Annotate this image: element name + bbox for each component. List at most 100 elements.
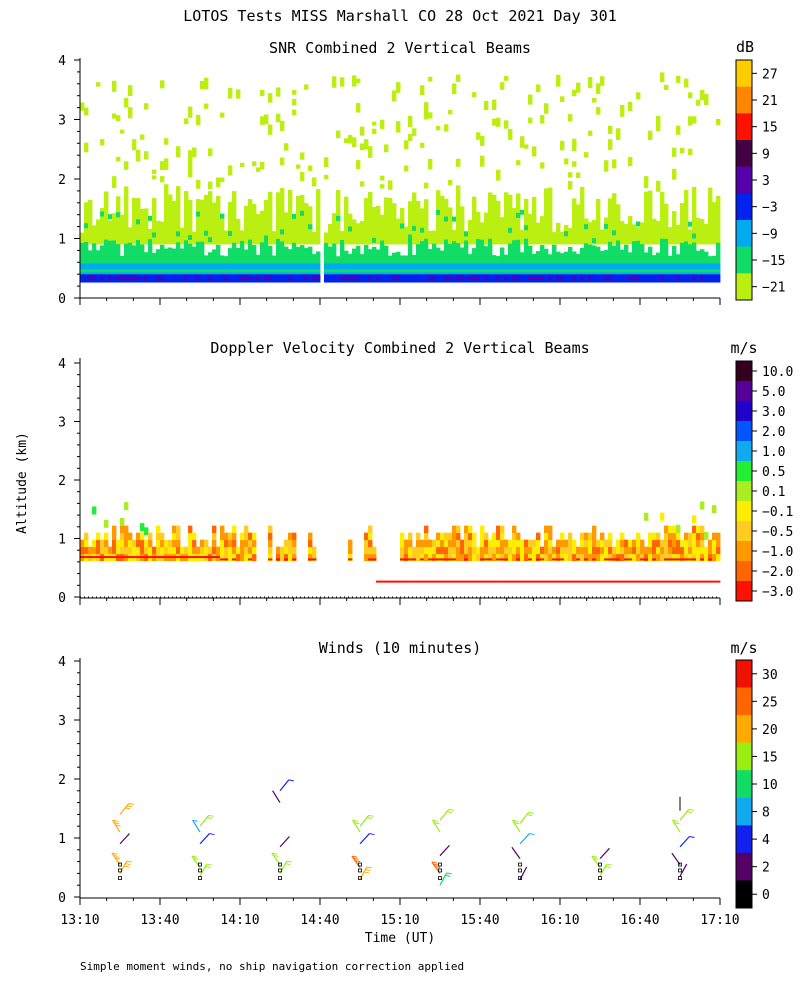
snr-cell xyxy=(584,263,589,275)
snr-cell xyxy=(164,185,169,245)
snr-cell xyxy=(344,250,349,266)
snr-cell xyxy=(236,218,241,245)
wind-barb-feather xyxy=(115,824,121,827)
colorbar-swatch xyxy=(736,797,752,826)
snr-cell xyxy=(256,269,261,273)
doppler-cell xyxy=(80,546,85,555)
snr-cell xyxy=(572,89,577,97)
doppler-cell xyxy=(464,580,469,583)
snr-cell xyxy=(668,255,673,266)
doppler-cell xyxy=(556,539,561,548)
snr-cell xyxy=(488,263,493,275)
snr-cell xyxy=(152,198,157,245)
doppler-cell xyxy=(424,532,429,541)
snr-cell xyxy=(384,274,389,283)
doppler-cell xyxy=(612,580,617,583)
doppler-cell xyxy=(244,553,249,562)
snr-cell xyxy=(612,193,617,245)
wind-point-marker xyxy=(518,868,522,873)
wind-point-marker xyxy=(598,876,602,881)
doppler-cell xyxy=(516,580,521,583)
wind-barb xyxy=(679,836,690,848)
snr-cell xyxy=(196,179,201,189)
y-tick-label: 4 xyxy=(58,655,66,670)
snr-cell xyxy=(292,99,297,106)
snr-cell xyxy=(88,250,93,266)
wind-point-marker xyxy=(438,876,442,881)
doppler-cell xyxy=(676,546,681,555)
snr-cell xyxy=(368,146,373,158)
doppler-cell xyxy=(492,553,497,562)
snr-cell xyxy=(376,205,381,245)
doppler-cell xyxy=(112,556,117,559)
snr-cell xyxy=(596,263,601,275)
snr-cell xyxy=(188,150,193,162)
doppler-cell xyxy=(640,546,645,555)
snr-cell xyxy=(444,198,449,245)
doppler-cell xyxy=(368,546,373,555)
snr-cell xyxy=(332,274,337,283)
doppler-cell xyxy=(708,558,713,561)
snr-cell xyxy=(412,128,417,136)
snr-cell xyxy=(596,198,601,245)
snr-cell xyxy=(420,208,425,245)
snr-cell xyxy=(556,251,561,266)
snr-cell xyxy=(584,243,589,266)
colorbar-label: 30 xyxy=(762,668,778,683)
snr-cell xyxy=(460,247,465,266)
snr-cell xyxy=(172,269,177,273)
snr-cell xyxy=(308,165,313,172)
snr-cell xyxy=(504,269,509,273)
wind-barb xyxy=(679,809,690,821)
snr-cell xyxy=(172,274,177,283)
colorbar-label: 9 xyxy=(762,147,770,162)
doppler-cell xyxy=(464,525,469,534)
doppler-cell xyxy=(136,556,141,559)
snr-cell xyxy=(116,244,121,266)
snr-cell xyxy=(208,269,213,273)
doppler-cell xyxy=(620,532,625,541)
snr-cell xyxy=(712,274,717,283)
snr-cell xyxy=(620,249,625,266)
snr-cell xyxy=(196,241,201,266)
doppler-cell xyxy=(680,539,685,548)
snr-cell xyxy=(532,276,537,280)
wind-barb-feather xyxy=(445,874,451,877)
snr-cell xyxy=(456,74,461,82)
snr-cell xyxy=(448,207,453,245)
doppler-cell xyxy=(692,558,697,561)
doppler-cell xyxy=(668,532,673,541)
snr-cell xyxy=(168,274,173,283)
snr-cell xyxy=(716,274,721,283)
snr-cell xyxy=(504,192,509,245)
doppler-cell xyxy=(684,546,689,555)
doppler-cell xyxy=(232,525,237,534)
snr-cell xyxy=(472,196,477,245)
doppler-cell xyxy=(500,539,505,548)
snr-cell xyxy=(392,276,397,280)
x-axis-label: Time (UT) xyxy=(365,931,435,946)
doppler-cell xyxy=(232,558,237,561)
doppler-cell xyxy=(368,558,373,561)
snr-cell xyxy=(380,119,385,130)
wind-point-marker xyxy=(358,876,362,881)
doppler-cell xyxy=(140,546,145,555)
doppler-cell xyxy=(640,553,645,562)
doppler-cell xyxy=(716,539,721,548)
doppler-cell xyxy=(696,539,701,548)
doppler-cell xyxy=(452,546,457,555)
snr-cell xyxy=(416,201,421,245)
doppler-cell xyxy=(528,539,533,548)
snr-cell xyxy=(428,76,433,82)
doppler-cell xyxy=(676,580,681,583)
snr-cell xyxy=(328,223,333,245)
doppler-cell xyxy=(456,525,461,534)
snr-cell xyxy=(300,263,305,275)
doppler-cell xyxy=(100,556,105,559)
snr-cell xyxy=(496,256,501,266)
doppler-cell xyxy=(184,556,189,559)
doppler-cell xyxy=(504,553,509,562)
doppler-cell xyxy=(244,532,249,541)
snr-cell xyxy=(592,274,597,283)
